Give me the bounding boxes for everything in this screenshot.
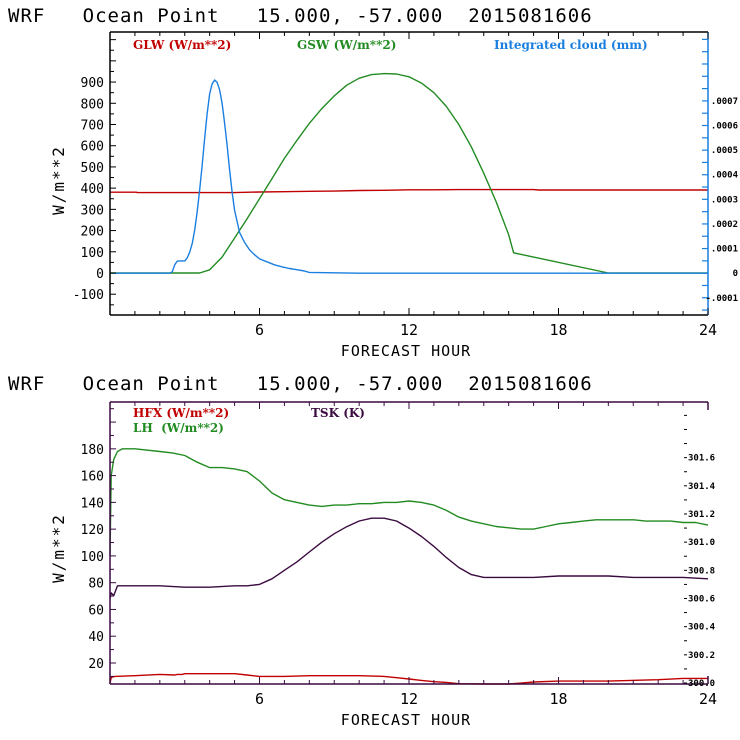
y-tick-label: 700: [81, 118, 104, 133]
y2-tick-label: .0005: [711, 146, 738, 156]
bottom-y-axis-label: W/m**2: [49, 513, 68, 583]
y-tick-label: 400: [81, 182, 104, 197]
y2-tick-label: 301.0: [688, 538, 715, 548]
y-tick-label: 100: [81, 550, 104, 565]
y2-tick-label: .0007: [711, 97, 738, 107]
legend-cloud: Integrated cloud (mm): [494, 38, 648, 52]
bottom-chart-title: WRF Ocean Point 15.000, -57.000 20150816…: [8, 373, 593, 395]
y-tick-label: 20: [88, 657, 104, 672]
y2-tick-label: 300.2: [688, 651, 715, 661]
series-line-lh: [109, 448, 709, 556]
top-panel: WRF Ocean Point 15.000, -57.000 20150816…: [8, 5, 739, 360]
x-tick-label: 18: [549, 690, 567, 708]
y-tick-label: 200: [81, 225, 104, 240]
y-tick-label: 40: [88, 630, 104, 645]
y-tick-label: 500: [81, 161, 104, 176]
y-tick-label: 100: [81, 246, 104, 261]
y2-tick-label: 301.4: [688, 482, 716, 492]
top-y-axis-label: W/m**2: [49, 145, 68, 215]
series-line-gsw: [110, 72, 708, 274]
x-tick-label: 24: [699, 321, 717, 339]
y2-tick-label: 301.6: [688, 454, 715, 464]
series-line-tsk: [109, 517, 709, 599]
legend-tsk: TSK (K): [311, 406, 365, 420]
y-tick-label: 180: [81, 443, 104, 458]
y2-tick-label: 0: [733, 269, 738, 279]
y2-tick-label: 300.0: [688, 679, 715, 689]
y-tick-label: 900: [81, 76, 104, 91]
series-line-hfx: [109, 673, 708, 685]
y-tick-label: 300: [81, 203, 104, 218]
bottom-x-axis-label: FORECAST HOUR: [341, 711, 471, 729]
series-line-integrated: [110, 79, 708, 274]
legend-hfx: HFX (W/m**2): [133, 406, 229, 420]
top-chart-title: WRF Ocean Point 15.000, -57.000 20150816…: [8, 5, 593, 27]
y2-tick-label: 300.6: [688, 594, 715, 604]
bottom-panel: WRF Ocean Point 15.000, -57.000 20150816…: [8, 373, 717, 729]
y-tick-label: -100: [73, 288, 104, 303]
y-tick-label: 800: [81, 97, 104, 112]
y-tick-label: 60: [88, 603, 104, 618]
top-x-axis-label: FORECAST HOUR: [341, 342, 471, 360]
y2-tick-label: .0001: [711, 245, 738, 255]
y2-tick-label: .0006: [711, 122, 738, 132]
x-tick-label: 6: [255, 690, 264, 708]
y-tick-label: 600: [81, 140, 104, 155]
x-tick-label: 12: [400, 321, 418, 339]
x-tick-label: 6: [255, 321, 264, 339]
y2-tick-label: -.0001: [705, 294, 738, 304]
y2-tick-label: 300.8: [688, 566, 715, 576]
legend-lh: LH (W/m**2): [133, 421, 224, 435]
series-line-glw: [110, 188, 708, 194]
y2-tick-label: .0004: [711, 171, 739, 181]
x-tick-label: 12: [400, 690, 418, 708]
legend-gsw: GSW (W/m**2): [297, 38, 396, 52]
y-tick-label: 120: [81, 523, 104, 538]
legend-glw: GLW (W/m**2): [133, 38, 231, 52]
x-tick-label: 24: [699, 690, 717, 708]
y2-tick-label: .0003: [711, 195, 738, 205]
y2-tick-label: 301.2: [688, 510, 715, 520]
y-tick-label: 160: [81, 470, 104, 485]
y2-tick-label: 300.4: [688, 623, 716, 633]
y-tick-label: 140: [81, 496, 104, 511]
y2-tick-label: .0002: [711, 220, 738, 230]
y-tick-label: 0: [96, 267, 104, 282]
x-tick-label: 18: [549, 321, 567, 339]
y-tick-label: 80: [88, 577, 104, 592]
